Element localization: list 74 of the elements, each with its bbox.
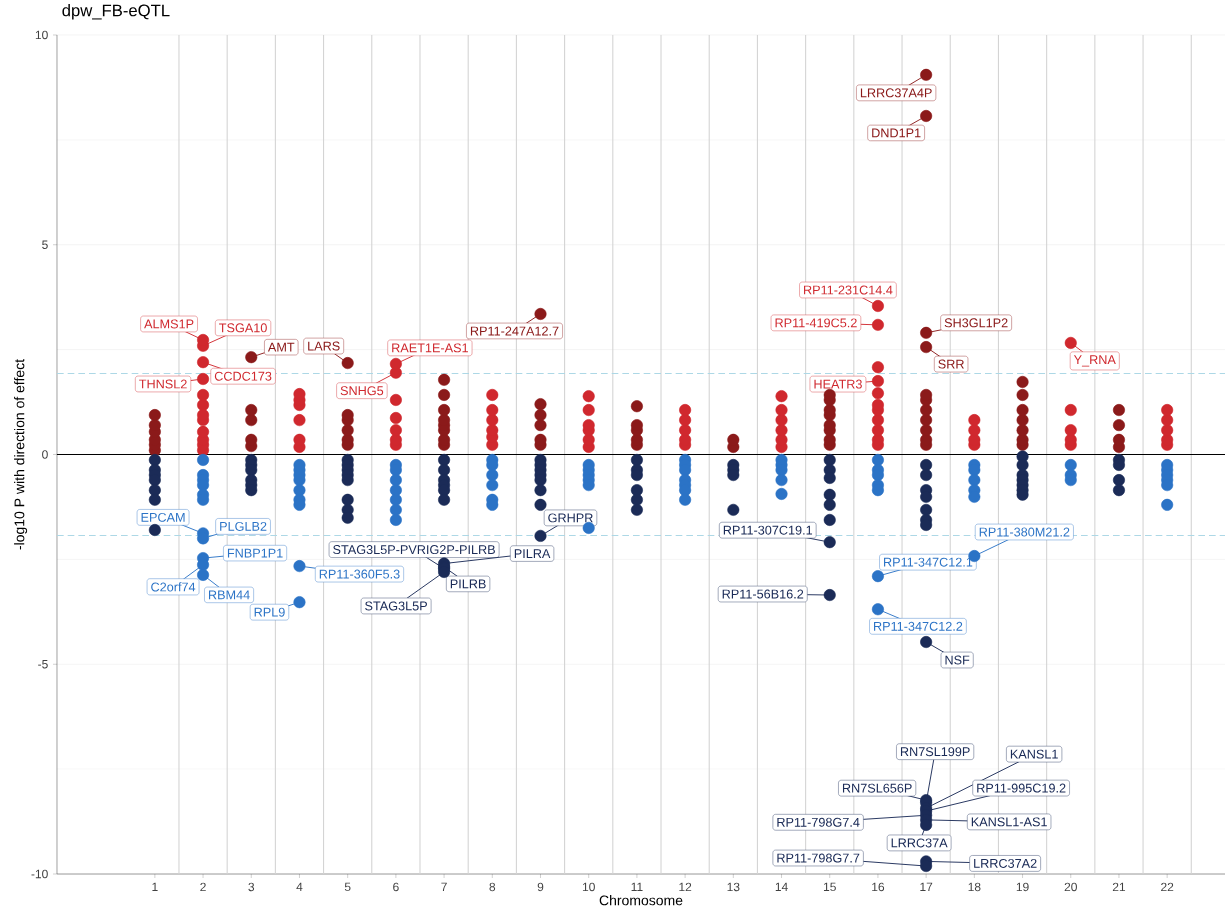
annotation: LRRC37A4P [860, 88, 932, 98]
x-tick-label: 22 [1161, 882, 1174, 892]
x-tick-label: 11 [631, 882, 643, 891]
annotation: SRR [938, 359, 964, 369]
x-tick-label: 20 [1064, 882, 1077, 892]
x-tick-label: 19 [1016, 882, 1029, 892]
annotation: RP11-995C19.2 [977, 783, 1066, 793]
x-tick-label: 15 [823, 882, 836, 892]
annotation: RP11-347C12.2 [874, 621, 963, 631]
annotation: PILRB [450, 579, 486, 589]
x-tick-label: 8 [489, 882, 496, 892]
x-tick-label: 5 [344, 882, 351, 892]
annotation: HEATR3 [814, 379, 862, 389]
y-tick-label: 0 [42, 450, 48, 459]
x-tick-label: 12 [679, 882, 692, 892]
annotation: LARS [308, 341, 340, 351]
annotation: RP11-231C14.4 [804, 285, 893, 295]
annotation: PLGLB2 [220, 521, 267, 531]
annotation: ALMS1P [144, 319, 194, 329]
annotation: STAG3L5P [365, 601, 427, 611]
annotation: RN7SL199P [900, 747, 970, 757]
annotation: RPL9 [254, 607, 285, 617]
annotation: SH3GL1P2 [944, 318, 1008, 328]
annotation: AMT [267, 342, 295, 352]
annotation: LRRC37A [891, 838, 948, 848]
x-tick-label: 7 [441, 882, 447, 891]
annotation: GRHPR [548, 513, 593, 523]
annotation: KANSL1-AS1 [971, 817, 1047, 827]
annotation: STAG3L5P-PVRIG2P-PILRB [333, 545, 495, 555]
annotation: RP11-419C5.2 [775, 318, 857, 328]
x-axis-title: Chromosome [599, 895, 683, 906]
annotation: RN7SL656P [842, 783, 912, 793]
x-tick-label: 14 [775, 882, 788, 891]
annotation: RP11-307C19.1 [723, 525, 813, 535]
x-tick-label: 6 [393, 882, 399, 892]
annotation: RP11-798G7.7 [777, 853, 860, 863]
annotation: RP11-56B16.2 [722, 589, 804, 599]
x-tick-label: 10 [582, 882, 595, 892]
x-tick-label: 17 [920, 882, 933, 891]
x-tick-label: 1 [152, 882, 158, 891]
annotation: Y_RNA [1073, 355, 1116, 367]
annotation: RP11-347C12.1 [884, 557, 973, 567]
annotation: RP11-798G7.4 [777, 817, 860, 827]
annotation: RP11-360F5.3 [319, 569, 400, 579]
x-tick-label: 4 [296, 882, 303, 891]
x-tick-label: 2 [200, 882, 206, 892]
y-tick-label: 10 [35, 30, 48, 40]
annotation: KANSL1 [1010, 749, 1058, 759]
annotation: TSGA10 [219, 323, 267, 333]
annotation: RBM44 [208, 590, 250, 600]
y-tick-label: -5 [38, 660, 48, 669]
annotation: LRRC37A2 [974, 858, 1037, 868]
x-tick-label: 9 [537, 882, 544, 892]
x-tick-label: 21 [1112, 882, 1126, 892]
annotation: EPCAM [141, 512, 185, 522]
x-tick-label: 13 [727, 882, 740, 892]
chart-title: dpw_FB-eQTL [62, 4, 170, 20]
annotation: RP11-247A12.7 [470, 326, 559, 336]
annotation: SNHG5 [340, 386, 384, 396]
annotation: FNBP1P1 [227, 548, 283, 558]
annotation: DND1P1 [872, 128, 921, 138]
annotation: PILRA [514, 549, 551, 558]
y-tick-label: 5 [42, 240, 48, 249]
y-axis-title: -log10 P with direction of effect [14, 359, 28, 550]
annotation: RP11-380M21.2 [979, 527, 1070, 537]
x-tick-label: 3 [248, 882, 255, 892]
annotation: C2orf74 [151, 582, 196, 592]
annotation: THNSL2 [139, 379, 187, 389]
annotation: NSF [945, 655, 970, 665]
y-tick-label: -10 [31, 869, 48, 879]
annotation: CCDC173 [214, 371, 272, 381]
x-tick-label: 18 [968, 882, 981, 892]
annotation: RAET1E-AS1 [392, 343, 468, 353]
x-tick-label: 16 [872, 882, 885, 892]
